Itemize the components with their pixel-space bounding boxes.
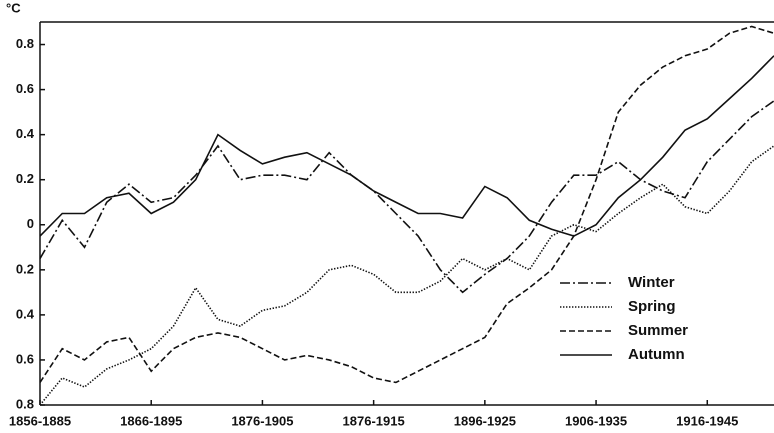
legend-label: Summer xyxy=(628,322,688,339)
x-tick-label: 1876-1905 xyxy=(231,413,293,428)
x-tick-label: 1916-1945 xyxy=(676,413,738,428)
x-tick-label: 1876-1915 xyxy=(343,413,405,428)
y-tick-label: 0.2 xyxy=(16,171,34,186)
y-tick-label: 0.4 xyxy=(16,306,35,321)
series-line xyxy=(39,55,774,237)
y-tick-label: 0.6 xyxy=(16,351,34,366)
y-tick-label: 0.2 xyxy=(16,261,34,276)
series-line xyxy=(39,100,774,294)
x-tick-label: 1866-1895 xyxy=(120,413,182,428)
x-tick-label: 1856-1885 xyxy=(9,413,71,428)
y-tick-label: 0.8 xyxy=(16,396,34,411)
series-line xyxy=(39,25,774,384)
x-tick-label: 1896-1925 xyxy=(454,413,516,428)
x-tick-label: 1906-1935 xyxy=(565,413,627,428)
y-tick-label: 0 xyxy=(27,216,34,231)
y-tick-label: 0.8 xyxy=(16,36,34,51)
y-unit: °C xyxy=(6,0,21,15)
legend-label: Winter xyxy=(628,274,675,291)
legend-label: Autumn xyxy=(628,346,685,363)
y-tick-label: 0.4 xyxy=(16,126,35,141)
y-tick-label: 0.6 xyxy=(16,81,34,96)
series-line xyxy=(39,145,774,406)
legend-label: Spring xyxy=(628,298,676,315)
